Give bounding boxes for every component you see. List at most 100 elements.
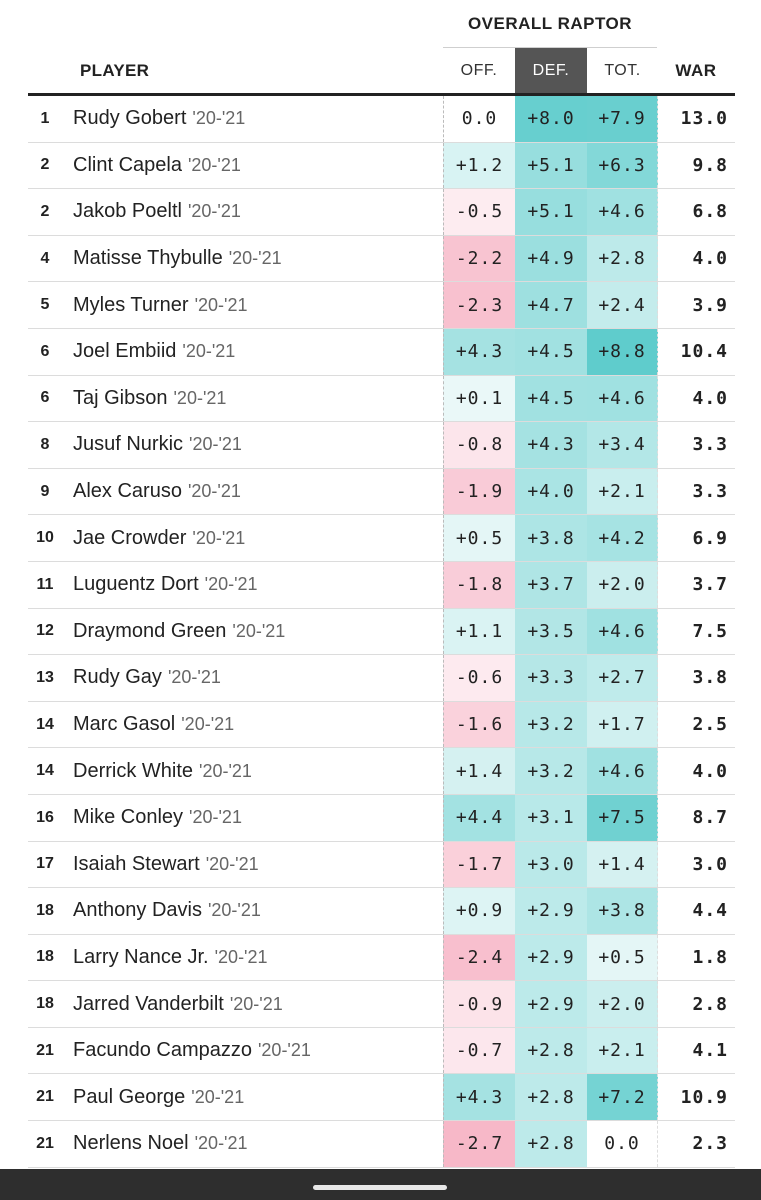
table-row[interactable]: 14 Marc Gasol '20-'21 -1.6 +3.2 +1.7 2.5 [28,701,735,749]
player-name: Jusuf Nurkic [73,433,184,456]
player-name: Derrick White [73,759,194,782]
rank-cell: 21 [36,1134,54,1152]
player-name-cell[interactable]: Rudy Gobert '20-'21 [73,96,245,142]
table-row[interactable]: 21 Paul George '20-'21 +4.3 +2.8 +7.2 10.9 [28,1074,735,1122]
player-name-cell[interactable]: Taj Gibson '20-'21 [73,376,226,422]
tot-column-header[interactable]: TOT. [604,62,641,79]
header-divider [28,93,735,96]
table-row[interactable]: 18 Larry Nance Jr. '20-'21 -2.4 +2.9 +0.5 1.8 [28,934,735,982]
player-name-cell[interactable]: Marc Gasol '20-'21 [73,702,234,748]
player-name-cell[interactable]: Facundo Campazzo '20-'21 [73,1028,311,1074]
def-value-cell: +5.1 [515,189,587,235]
war-value-cell: 1.8 [692,946,728,968]
table-row[interactable]: 16 Mike Conley '20-'21 +4.4 +3.1 +7.5 8.7 [28,794,735,842]
table-row[interactable]: 14 Derrick White '20-'21 +1.4 +3.2 +4.6 4.0 [28,748,735,795]
war-value-cell: 10.4 [680,341,728,363]
table-row[interactable]: 6 Taj Gibson '20-'21 +0.1 +4.5 +4.6 4.0 [28,375,735,423]
def-column-header[interactable]: DEF. [515,48,587,94]
tot-value-cell: +2.4 [587,282,658,328]
rank-cell: 21 [36,1041,54,1059]
player-name: Jae Crowder [73,526,187,549]
table-row[interactable]: 6 Joel Embiid '20-'21 +4.3 +4.5 +8.8 10.4 [28,328,735,376]
table-row[interactable]: 11 Luguentz Dort '20-'21 -1.8 +3.7 +2.0 3.7 [28,561,735,609]
off-value-cell: -0.8 [443,422,515,468]
player-column-header[interactable]: PLAYER [80,61,150,80]
table-row[interactable]: 9 Alex Caruso '20-'21 -1.9 +4.0 +2.1 3.3 [28,468,735,516]
def-value-cell: +4.3 [515,422,587,468]
off-value-cell: -0.7 [443,1027,515,1074]
table-row[interactable]: 21 Nerlens Noel '20-'21 -2.7 +2.8 0.0 2.3 [28,1121,735,1168]
player-name-cell[interactable]: Rudy Gay '20-'21 [73,655,221,701]
def-value-cell: +3.8 [515,515,587,561]
war-value-cell: 13.0 [680,108,728,130]
player-name-cell[interactable]: Joel Embiid '20-'21 [73,329,235,375]
tot-value-cell: +4.2 [587,515,658,561]
table-row[interactable]: 10 Jae Crowder '20-'21 +0.5 +3.8 +4.2 6.9 [28,515,735,562]
player-name-cell[interactable]: Clint Capela '20-'21 [73,143,241,189]
table-row[interactable]: 18 Jarred Vanderbilt '20-'21 -0.9 +2.9 +2.0 2.… [28,981,735,1028]
season-label: '20-'21 [205,853,259,874]
player-name-cell[interactable]: Jarred Vanderbilt '20-'21 [73,981,283,1027]
table-row[interactable]: 8 Jusuf Nurkic '20-'21 -0.8 +4.3 +3.4 3.3 [28,422,735,469]
player-name: Taj Gibson [73,386,168,409]
tot-value-cell: +7.5 [587,794,658,841]
war-value-cell: 7.5 [692,620,728,642]
player-name-cell[interactable]: Anthony Davis '20-'21 [73,888,261,934]
table-row[interactable]: 21 Facundo Campazzo '20-'21 -0.7 +2.8 +2.1 4.1 [28,1027,735,1075]
table-row[interactable]: 4 Matisse Thybulle '20-'21 -2.2 +4.9 +2.8 4.0 [28,235,735,283]
rank-cell: 9 [40,482,50,500]
off-value-cell: -0.9 [443,981,515,1027]
player-name-cell[interactable]: Mike Conley '20-'21 [73,795,242,841]
player-name-cell[interactable]: Jae Crowder '20-'21 [73,515,245,561]
war-value-cell: 9.8 [692,154,728,176]
off-value-cell: +4.3 [443,1074,515,1121]
player-name-cell[interactable]: Myles Turner '20-'21 [73,282,248,328]
home-indicator[interactable] [313,1185,447,1190]
table-row[interactable]: 12 Draymond Green '20-'21 +1.1 +3.5 +4.6 7.5 [28,608,735,656]
player-name-cell[interactable]: Matisse Thybulle '20-'21 [73,236,282,282]
rank-cell: 17 [36,855,54,873]
off-value-cell: +1.2 [443,142,515,189]
season-label: '20-'21 [229,993,283,1014]
table-row[interactable]: 13 Rudy Gay '20-'21 -0.6 +3.3 +2.7 3.8 [28,655,735,702]
player-name-cell[interactable]: Luguentz Dort '20-'21 [73,562,258,608]
table-row[interactable]: 1 Rudy Gobert '20-'21 0.0 +8.0 +7.9 13.0 [28,96,735,143]
def-value-cell: +4.7 [515,282,587,328]
player-name-cell[interactable]: Derrick White '20-'21 [73,748,252,794]
season-label: '20-'21 [199,760,252,781]
war-value-cell: 3.8 [692,667,728,689]
tot-value-cell: +7.9 [587,96,658,142]
def-value-cell: +4.5 [515,328,587,375]
player-name-cell[interactable]: Larry Nance Jr. '20-'21 [73,935,268,981]
tot-value-cell: +8.8 [587,328,658,375]
rank-cell: 10 [36,529,54,547]
table-row[interactable]: 5 Myles Turner '20-'21 -2.3 +4.7 +2.4 3.9 [28,282,735,329]
war-value-cell: 3.0 [692,853,728,875]
off-column-header[interactable]: OFF. [460,62,498,79]
player-name: Larry Nance Jr. [73,945,209,968]
def-value-cell: +4.9 [515,235,587,282]
player-name: Rudy Gobert [73,107,187,130]
player-name-cell[interactable]: Nerlens Noel '20-'21 [73,1121,248,1167]
table-row[interactable]: 2 Jakob Poeltl '20-'21 -0.5 +5.1 +4.6 6.8 [28,189,735,236]
column-header-row: PLAYER OFF. DEF. TOT. WAR [28,48,734,94]
player-name: Myles Turner [73,293,189,316]
war-column-header[interactable]: WAR [675,61,717,80]
season-label: '20-'21 [207,900,261,921]
player-name-cell[interactable]: Jusuf Nurkic '20-'21 [73,422,242,468]
table-row[interactable]: 17 Isaiah Stewart '20-'21 -1.7 +3.0 +1.4 3.0 [28,841,735,889]
table-row[interactable]: 2 Clint Capela '20-'21 +1.2 +5.1 +6.3 9.8 [28,142,735,190]
player-name-cell[interactable]: Paul George '20-'21 [73,1074,244,1120]
player-name-cell[interactable]: Alex Caruso '20-'21 [73,469,241,515]
rank-cell: 18 [36,995,54,1013]
tot-value-cell: +3.4 [587,422,658,468]
off-value-cell: -1.6 [443,701,515,748]
table-row[interactable]: 18 Anthony Davis '20-'21 +0.9 +2.9 +3.8 4.4 [28,888,735,935]
def-value-cell: +3.1 [515,794,587,841]
player-name-cell[interactable]: Draymond Green '20-'21 [73,609,285,655]
player-name-cell[interactable]: Jakob Poeltl '20-'21 [73,189,241,235]
player-name-cell[interactable]: Isaiah Stewart '20-'21 [73,842,259,888]
rank-cell: 13 [36,668,54,686]
off-value-cell: +0.5 [443,515,515,561]
tot-value-cell: +3.8 [587,888,658,934]
